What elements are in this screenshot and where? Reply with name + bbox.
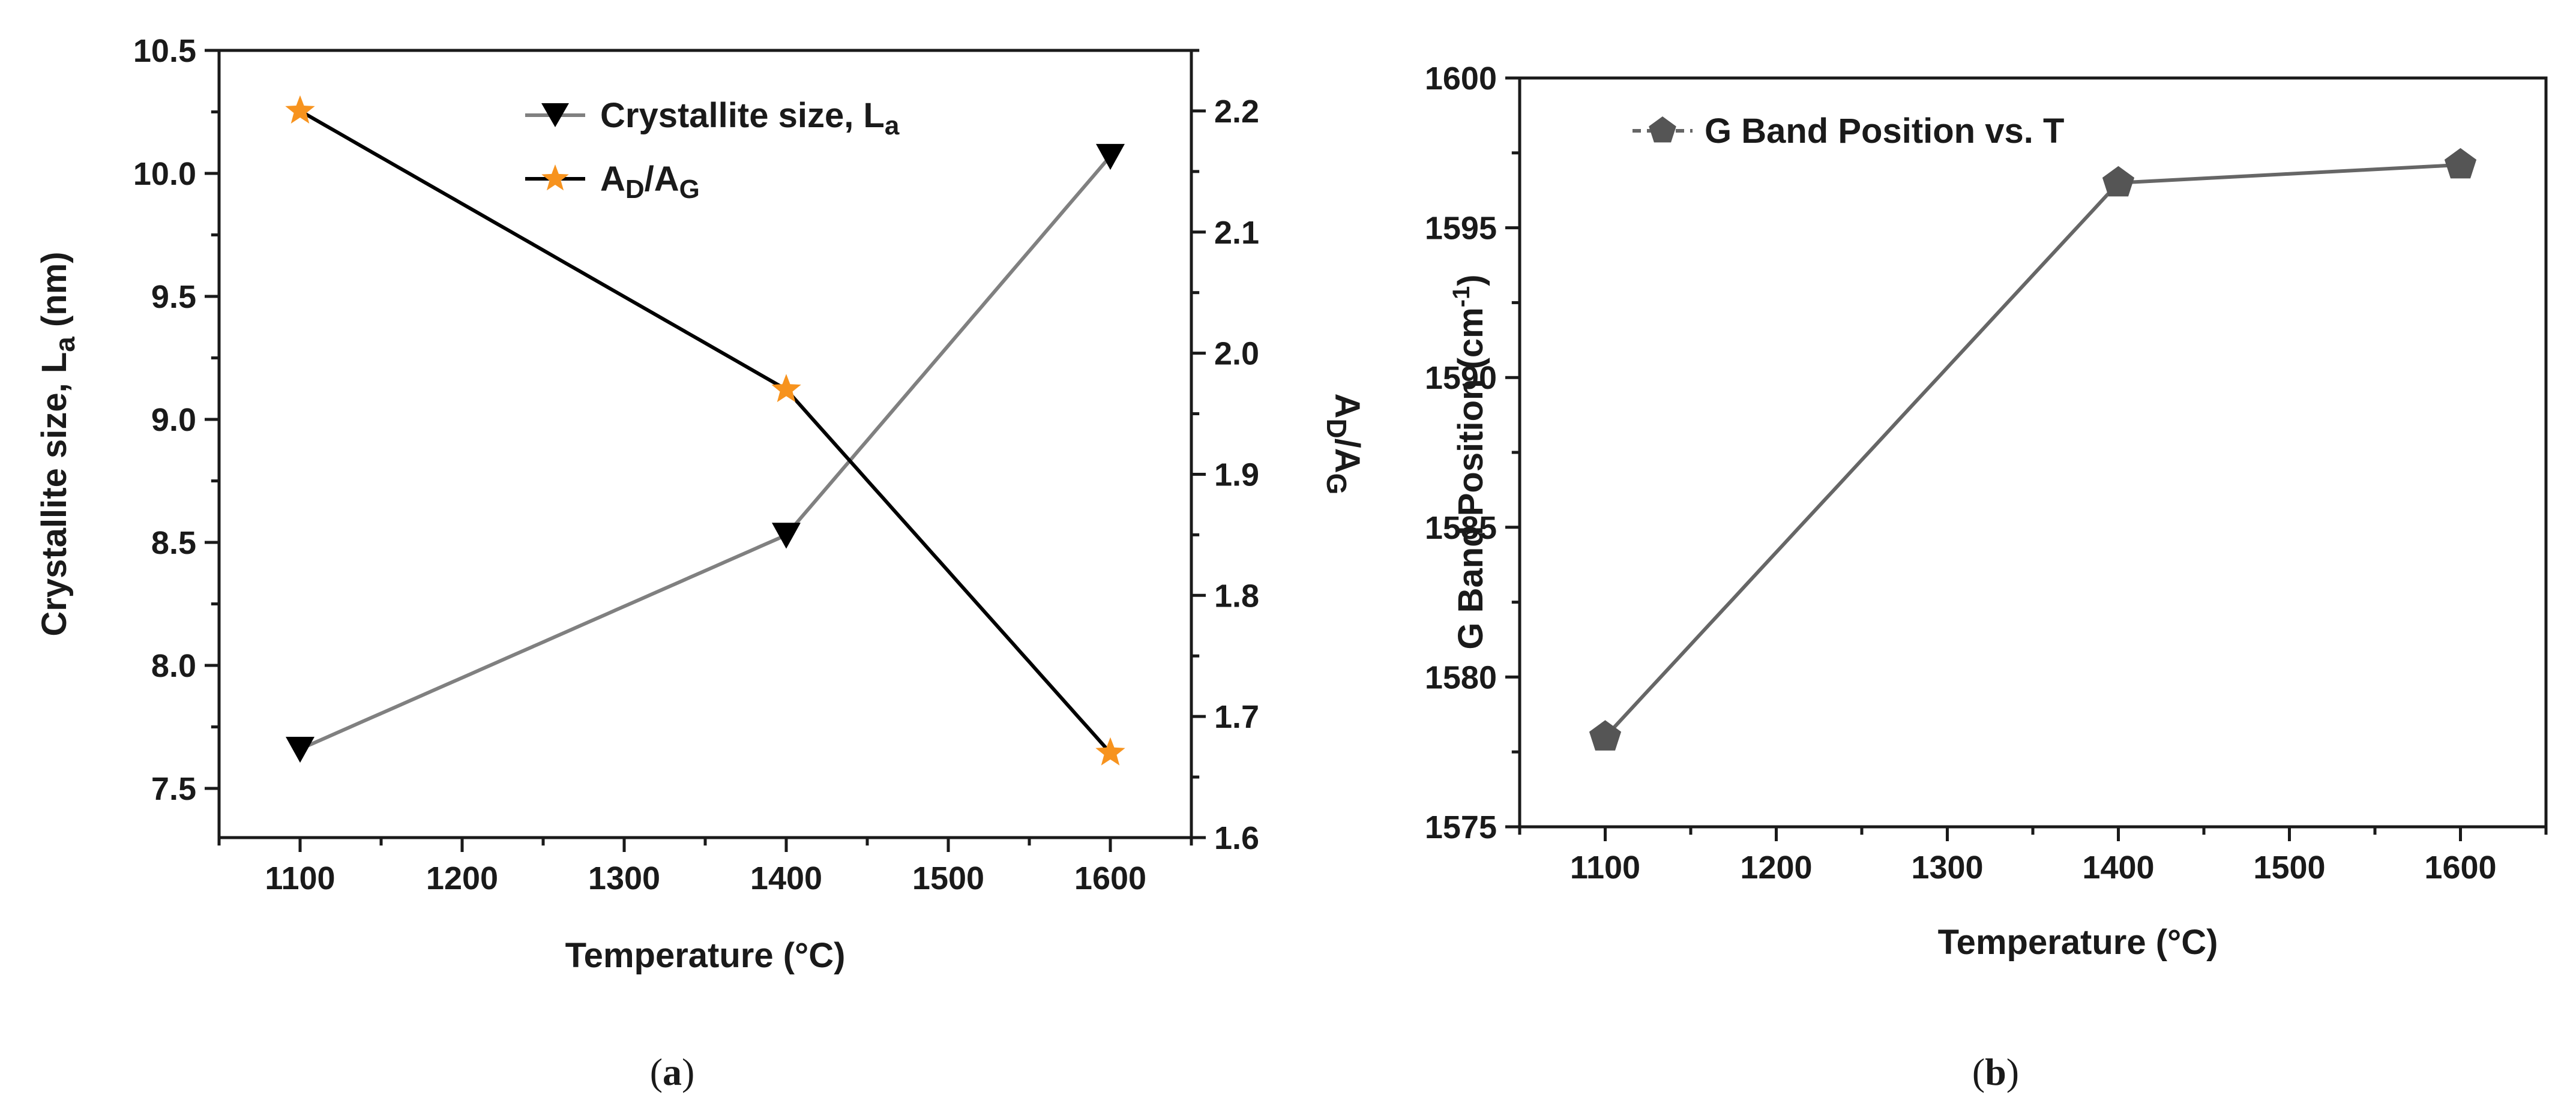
data-point-star	[285, 95, 315, 124]
chart-a-series-lines	[299, 109, 1112, 754]
y-tick-label: 1600	[1425, 61, 1497, 97]
data-point-pentagon	[2444, 148, 2477, 179]
chart-a-x-axis-label: Temperature (°C)	[565, 936, 846, 975]
data-point-pentagon	[2102, 166, 2135, 197]
chart-b-y-axis-label: G Band Position (cm-1)	[1448, 274, 1490, 649]
y-tick-label: 10.5	[133, 33, 196, 69]
y-tick-label: 1.8	[1214, 578, 1259, 614]
y-tick-label: 1580	[1425, 659, 1497, 695]
chart-a-left-y-axis-label: Crystallite size, La (nm)	[35, 251, 80, 636]
series-line-star	[299, 109, 1112, 754]
chart-b-panel-label: (b)	[1972, 1051, 2019, 1093]
y-tick-label: 2.2	[1214, 94, 1259, 130]
chart-b-series-markers	[1589, 148, 2477, 751]
y-tick-label: 2.1	[1214, 215, 1259, 251]
chart-a-left-y-axis: 7.5 8.0 8.5 9.0 9.5 10.0 10.5	[133, 33, 219, 807]
y-tick-label: 9.0	[151, 402, 196, 438]
y-tick-label: 8.0	[151, 648, 196, 684]
x-tick-label: 1100	[265, 860, 335, 896]
series-line-triangle-down	[299, 155, 1112, 751]
legend-label-g-band: G Band Position vs. T	[1705, 112, 2064, 151]
y-tick-label: 1590	[1425, 360, 1497, 396]
legend-triangle-down-icon	[541, 103, 569, 127]
x-tick-label: 1500	[912, 860, 984, 896]
y-tick-label: 2.0	[1214, 336, 1259, 372]
x-tick-label: 1600	[1074, 860, 1146, 896]
y-tick-label: 1.9	[1214, 457, 1259, 493]
y-tick-label: 9.5	[151, 279, 196, 315]
chart-b-series-lines	[1604, 163, 2461, 739]
chart-a-panel-label: (a)	[650, 1051, 695, 1093]
x-tick-label: 1400	[2082, 850, 2154, 886]
x-tick-label: 1300	[1911, 850, 1983, 886]
data-point-triangle-down	[1096, 143, 1125, 170]
x-tick-label: 1400	[750, 860, 822, 896]
data-point-pentagon	[1589, 720, 1622, 751]
x-tick-label: 1200	[426, 860, 498, 896]
x-tick-label: 1200	[1740, 850, 1812, 886]
series-line-pentagon	[1604, 163, 2461, 739]
chart-a-right-y-axis: 1.6 1.7 1.8 1.9 2.0 2.1 2.2	[1191, 49, 1259, 856]
data-point-star	[771, 374, 801, 403]
chart-b-x-axis: 1100 1200 1300 1400 1500 1600	[1518, 827, 2548, 886]
x-tick-label: 1500	[2253, 850, 2325, 886]
y-tick-label: 1.6	[1214, 820, 1259, 856]
x-tick-label: 1600	[2424, 850, 2496, 886]
chart-b-plot-frame	[1518, 76, 2548, 829]
data-point-star	[1095, 737, 1125, 766]
chart-b-legend: G Band Position vs. T	[1633, 112, 2064, 151]
y-tick-label: 7.5	[151, 771, 196, 807]
y-tick-label: 8.5	[151, 525, 196, 561]
chart-b-y-axis: 1575 1580 1585 1590 1595 1600	[1425, 61, 1520, 845]
legend-label-ad-ag: AD/AG	[600, 160, 700, 204]
legend-label-crystallite: Crystallite size, La	[600, 96, 900, 140]
y-tick-label: 1.7	[1214, 699, 1259, 735]
y-tick-label: 10.0	[133, 156, 196, 192]
legend-pentagon-icon	[1649, 116, 1676, 143]
x-tick-label: 1100	[1570, 850, 1640, 886]
legend-star-icon	[541, 164, 569, 191]
chart-a: 1100 1200 1300 1400 1500 1600 7.5 8.0 8.5 9.0 9.5…	[35, 33, 1367, 1093]
chart-a-x-axis: 1100 1200 1300 1400 1500 1600	[217, 838, 1193, 896]
chart-a-right-y-axis-label: AD/AG	[1321, 394, 1367, 495]
chart-a-series-markers	[285, 95, 1125, 766]
y-tick-label: 1575	[1425, 809, 1497, 845]
data-point-triangle-down	[772, 523, 801, 549]
y-tick-label: 1595	[1425, 211, 1497, 247]
data-point-triangle-down	[286, 737, 314, 763]
chart-b-x-axis-label: Temperature (°C)	[1938, 923, 2218, 962]
y-tick-label: 1585	[1425, 510, 1497, 546]
chart-a-legend: Crystallite size, La AD/AG	[525, 96, 900, 204]
chart-b: 1100 1200 1300 1400 1500 1600 1575 1580 1585 159…	[1425, 61, 2548, 1093]
x-tick-label: 1300	[588, 860, 660, 896]
